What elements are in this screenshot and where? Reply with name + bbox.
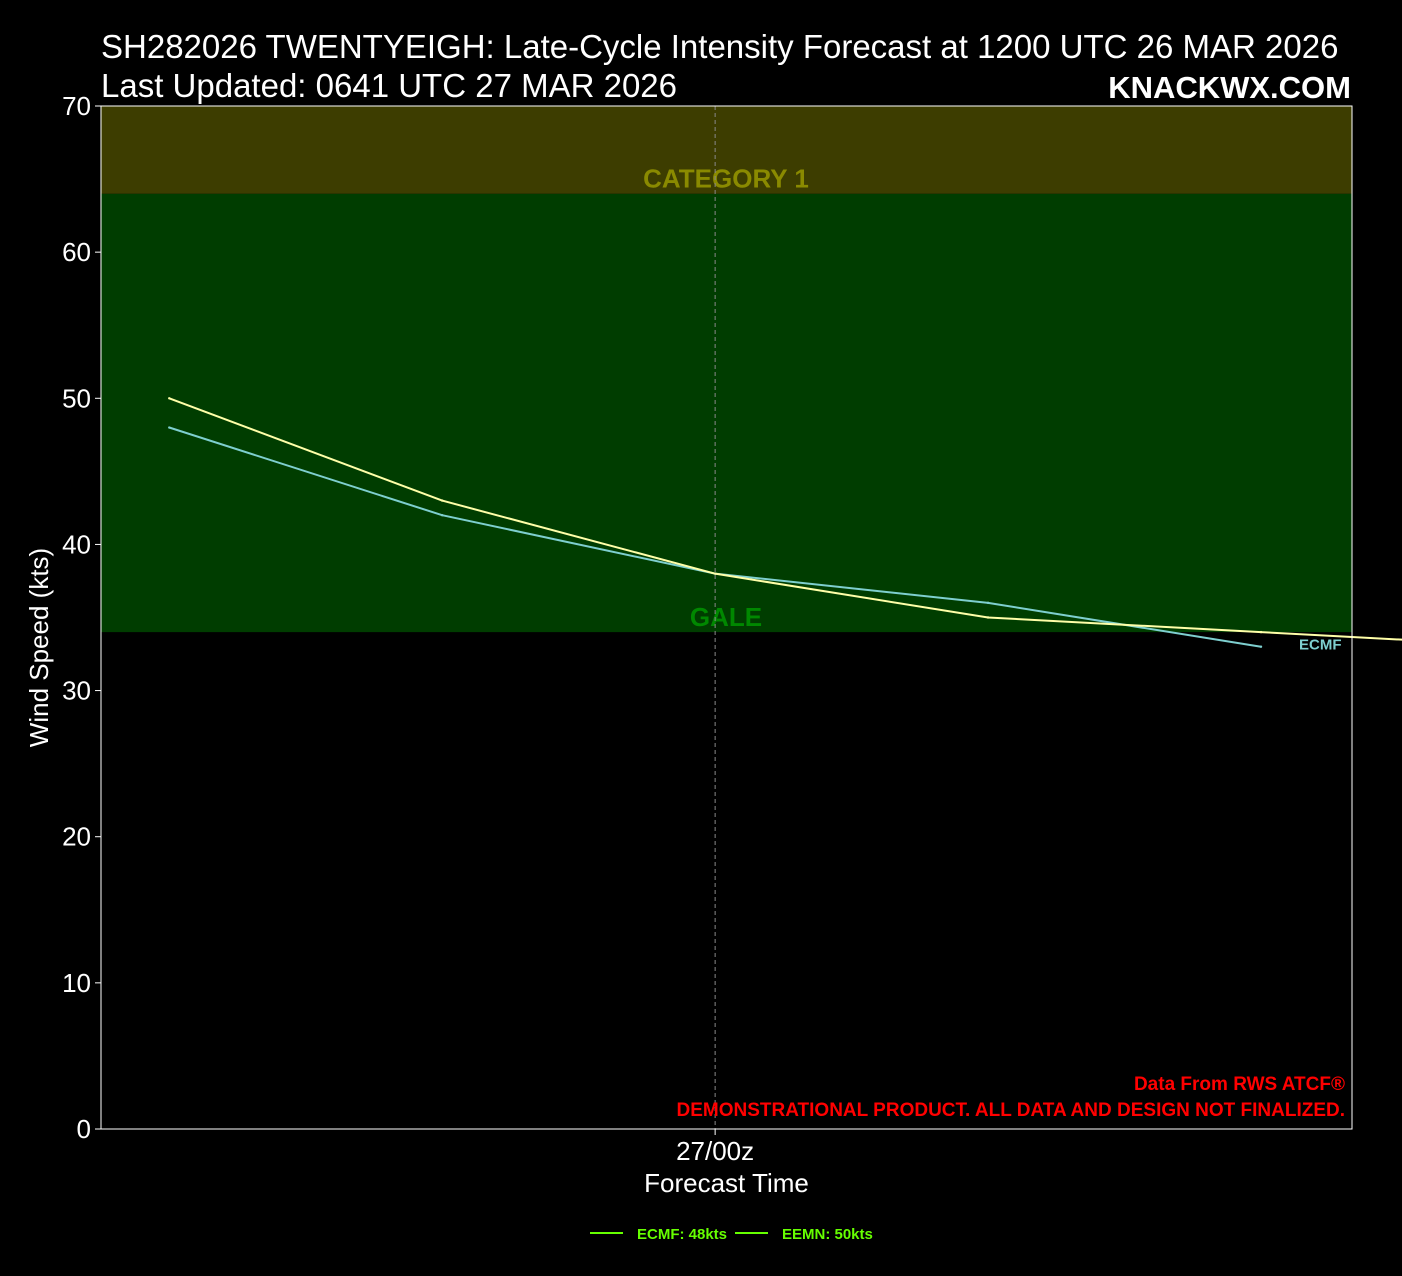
series-point-eemn-3 bbox=[986, 616, 990, 619]
series-point-eemn-0 bbox=[168, 397, 171, 400]
series-point-ecmf-3 bbox=[986, 601, 990, 605]
series-point-eemn-1 bbox=[440, 499, 444, 502]
series-point-eemn-2 bbox=[713, 572, 717, 575]
series-point-ecmf-0 bbox=[168, 426, 171, 429]
x-tick-label-0: 27/00z bbox=[676, 1136, 754, 1166]
demo-disclaimer: DEMONSTRATIONAL PRODUCT. ALL DATA AND DE… bbox=[677, 1100, 1346, 1121]
legend-label-eemn: EEMN: 50kts bbox=[782, 1226, 873, 1243]
series-point-ecmf-4 bbox=[1259, 645, 1263, 648]
legend-label-ecmf: ECMF: 48kts bbox=[637, 1226, 727, 1243]
band-1 bbox=[101, 106, 1352, 194]
y-tick-label-5: 50 bbox=[62, 383, 91, 413]
y-tick-label-3: 30 bbox=[62, 676, 91, 706]
series-lines bbox=[168, 397, 1402, 648]
y-axis-ticks: 0 10 20 30 40 50 60 70 bbox=[62, 91, 101, 1144]
x-axis-label: Forecast Time bbox=[644, 1168, 809, 1198]
band-0 bbox=[101, 193, 1352, 633]
series-point-ecmf-1 bbox=[440, 514, 444, 517]
series-line-eemn bbox=[168, 397, 1402, 641]
y-tick-label-0: 0 bbox=[77, 1114, 91, 1144]
plot-frame bbox=[100, 105, 1353, 1130]
chart-subtitle: Last Updated: 0641 UTC 27 MAR 2026 bbox=[101, 67, 677, 104]
y-tick-label-1: 10 bbox=[62, 968, 91, 998]
end-label-ecmf: ECMF bbox=[1299, 637, 1342, 654]
y-axis-label: Wind Speed (kts) bbox=[24, 548, 54, 747]
x-axis-ticks: 27/00z bbox=[676, 1129, 754, 1166]
data-source-credit: Data From RWS ATCF® bbox=[1134, 1074, 1345, 1095]
legend: ECMF: 48kts EEMN: 50kts bbox=[590, 1226, 873, 1243]
band-label-0: GALE bbox=[690, 602, 762, 632]
y-tick-label-6: 60 bbox=[62, 237, 91, 267]
series-point-eemn-4 bbox=[1259, 630, 1263, 634]
y-tick-label-2: 20 bbox=[62, 822, 91, 852]
chart-title: SH282026 TWENTYEIGH: Late-Cycle Intensit… bbox=[101, 28, 1338, 65]
series-end-labels: ECMFEEMN bbox=[1299, 637, 1342, 654]
band-label-1: CATEGORY 1 bbox=[643, 164, 809, 194]
y-tick-label-7: 70 bbox=[62, 91, 91, 121]
intensity-bands: GALE CATEGORY 1 bbox=[101, 106, 1352, 632]
brand-watermark: KNACKWX.COM bbox=[1108, 70, 1351, 105]
y-tick-label-4: 40 bbox=[62, 529, 91, 559]
